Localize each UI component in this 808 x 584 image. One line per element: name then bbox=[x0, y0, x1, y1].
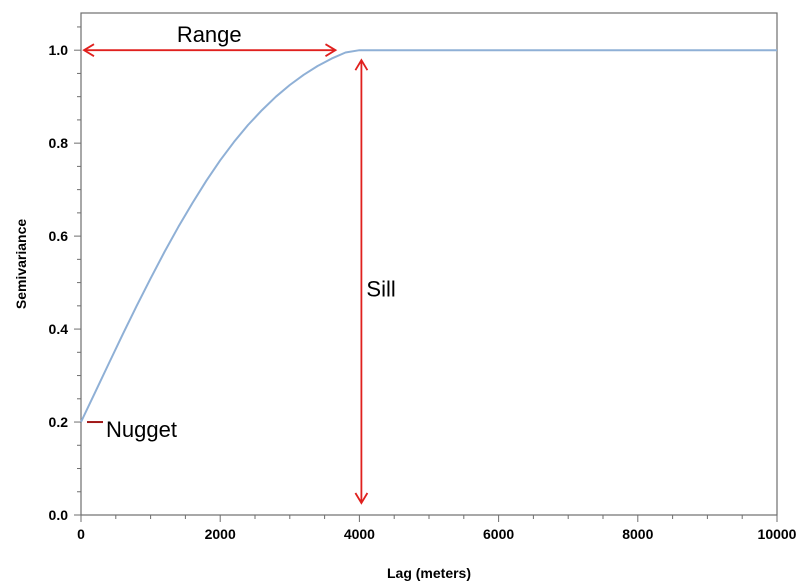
semivariogram-line bbox=[80, 49, 777, 423]
sill-label: Sill bbox=[366, 277, 395, 302]
x-tick-label: 6000 bbox=[483, 526, 514, 542]
x-tick-label: 0 bbox=[77, 526, 85, 542]
y-tick-label: 1.0 bbox=[49, 42, 69, 58]
x-tick-label: 4000 bbox=[344, 526, 375, 542]
x-tick-label: 10000 bbox=[758, 526, 797, 542]
y-tick-label: 0.0 bbox=[49, 507, 69, 523]
x-axis: 0 2000 4000 6000 8000 10000 bbox=[77, 515, 797, 542]
y-tick-label: 0.2 bbox=[49, 414, 69, 430]
range-label: Range bbox=[177, 22, 242, 47]
y-axis: 0.0 0.2 0.4 0.6 0.8 1.0 bbox=[49, 26, 81, 523]
y-tick-label: 0.6 bbox=[49, 228, 69, 244]
y-tick-label: 0.4 bbox=[49, 321, 69, 337]
nugget-label: Nugget bbox=[106, 417, 177, 442]
series-layer bbox=[80, 49, 777, 423]
plot-area bbox=[80, 12, 778, 516]
y-tick-label: 0.8 bbox=[49, 135, 69, 151]
annotation-layer: Range Sill Nugget bbox=[82, 22, 396, 505]
y-axis-label: Semivariance bbox=[13, 219, 29, 309]
x-axis-label: Lag (meters) bbox=[387, 565, 471, 581]
x-tick-label: 8000 bbox=[622, 526, 653, 542]
x-tick-label: 2000 bbox=[205, 526, 236, 542]
